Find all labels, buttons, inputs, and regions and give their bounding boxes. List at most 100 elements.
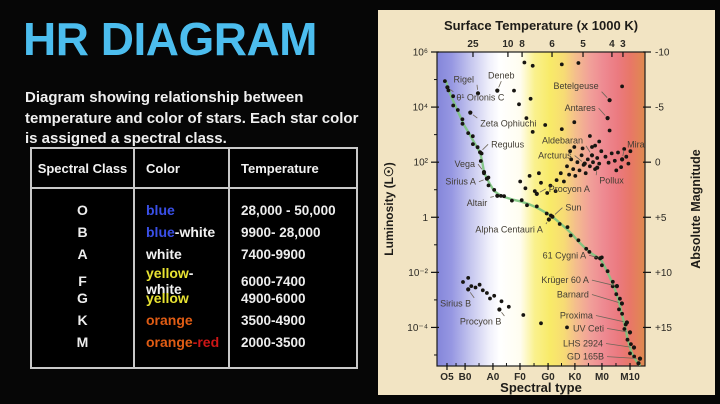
star-dot [550,214,555,219]
star-leader-line [595,171,598,176]
star-leader-line [469,292,475,299]
star-leader-line [574,155,583,162]
giants-dot [572,145,577,149]
bottom-tick-label: B0 [459,372,472,383]
temperature-cell: 3500-4900 [241,312,306,328]
table-column-divider [133,149,135,367]
star-label: Zeta Ophiuchi [480,119,536,129]
star-leader-line [605,343,631,348]
bottom-tick-label: G0 [541,372,555,383]
main-sequence-dot [466,131,471,135]
star-label: Arcturus [538,151,572,161]
giants-dot [609,151,614,156]
bottom-tick-label: O5 [440,372,454,383]
white_dwarfs-dot [469,284,474,288]
main-sequence-dot [460,121,465,126]
supergiants-dot [620,84,624,89]
main-sequence-dot [625,337,630,342]
left-tick-label: 10⁻² [408,268,428,279]
bottom-tick-label: M0 [595,372,609,383]
main-sequence-dot [486,183,491,188]
left-tick-label: 1 [422,213,428,224]
star-dot [478,150,483,155]
giants-dot [593,143,597,148]
main-sequence-dot [502,194,506,199]
description-line: Diagram showing relationship between [25,89,304,106]
supergiants-dot [559,127,564,131]
table-header-divider [32,187,356,189]
star-leader-line [591,279,614,286]
temperature-cell: 7400-9900 [241,246,306,262]
subgiants-dot [537,171,541,176]
star-dot [637,356,643,361]
top-tick-label: 5 [580,39,586,50]
bottom-tick-label: M10 [620,372,640,383]
color-text-segment: blue [146,202,175,218]
star-label: Barnard [557,290,589,300]
giants-dot [606,160,611,165]
main-sequence-dot [475,145,480,150]
star-dot [495,88,500,93]
star-dot [484,176,489,181]
star-dot [627,330,633,335]
star-leader-line [482,144,489,151]
giants-dot [577,168,582,173]
spectral-class-cell: M [76,334,89,350]
giants-dot [588,164,592,169]
white_dwarfs-dot [477,282,482,287]
giants-dot [580,146,585,151]
star-leader-line [598,107,606,116]
star-leader-line [449,89,454,93]
main-sequence-dot [629,342,633,346]
supergiants-dot [512,88,516,93]
main-sequence-dot [610,279,615,284]
giants-dot [616,150,620,155]
table-header-row: Spectral Class Color Temperature [32,149,356,187]
color-cell: orange-red [133,334,228,350]
x-axis-title: Spectral type [500,380,582,395]
star-dot [468,110,473,115]
star-label: Sirius A [445,177,476,187]
giants-dot [628,149,633,154]
star-label: Aldebaran [542,135,583,145]
star-dot [582,161,587,166]
giants-dot [622,147,627,151]
color-text-segment: orange [146,312,193,328]
giants-dot [562,179,566,184]
color-text-segment: yellow [146,290,189,306]
star-leader-line [539,188,546,193]
star-label: Sirius B [440,298,471,308]
main-sequence-dot [617,307,621,312]
main-sequence-dot [600,263,604,268]
supergiants-dot [524,116,529,120]
main-sequence-dot [557,222,562,226]
star-dot [607,98,612,103]
left-tick-label: 10⁻⁴ [407,323,428,334]
star-leader-line [554,207,563,215]
main-sequence-dot [544,211,549,216]
color-cell: blue-white [133,224,228,240]
giants-dot [573,174,578,178]
column-header-color: Color [146,160,180,176]
main-sequence-dot [446,88,451,93]
star-label: Rigel [453,74,474,84]
color-text-segment: -red [192,334,220,350]
spectral-class-cell: O [77,202,88,218]
star-dot [466,287,471,292]
main-sequence-dot [499,194,503,198]
temperature-cell: 9900- 28,000 [241,224,321,240]
supergiants-dot [528,96,533,101]
giants-dot [619,165,623,170]
star-leader-line [476,84,478,90]
bottom-tick-label: F0 [514,372,526,383]
main-sequence-dot [451,103,456,108]
star-label: UV Ceti [573,323,604,333]
column-header-temperature: Temperature [241,160,319,176]
white_dwarfs-dot [466,276,471,280]
color-text-segment: yellow [146,265,189,281]
star-leader-line [585,145,591,153]
